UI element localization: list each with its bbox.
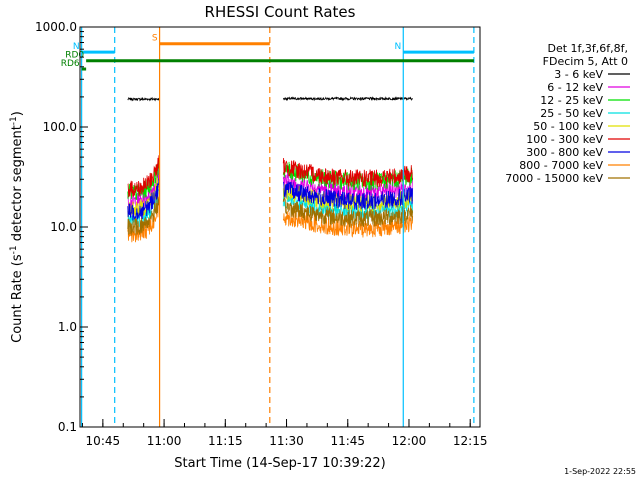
y-tick-label: 0.1 (58, 420, 77, 434)
chart-title: RHESSI Count Rates (205, 3, 356, 21)
x-axis-label: Start Time (14-Sep-17 10:39:22) (174, 456, 385, 471)
series-segment (127, 200, 160, 243)
y-axis-label-exponent: -1 (9, 116, 19, 125)
flag-label: N (395, 42, 402, 52)
y-axis: 1000.0 100.0 10.0 1.0 0.1 (35, 20, 88, 434)
legend-entry-label: 3 - 6 keV (554, 68, 603, 81)
y-axis-label: Count Rate (s-1 detector segment-1) (9, 111, 25, 343)
y-tick-label: 100.0 (43, 120, 77, 134)
series-300-800-kev (127, 178, 414, 221)
x-tick-label: 12:15 (453, 434, 488, 448)
series-100-300-kev (127, 155, 414, 198)
legend-header-line: Det 1f,3f,6f,8f, (547, 42, 628, 55)
legend-entry-label: 50 - 100 keV (533, 120, 603, 133)
legend-entry-label: 300 - 800 keV (526, 146, 603, 159)
legend-entry-label: 800 - 7000 keV (519, 159, 603, 172)
x-tick-label: 12:00 (392, 434, 427, 448)
legend-entry-label: 12 - 25 keV (540, 94, 603, 107)
series-segment (282, 96, 413, 102)
plot-area (127, 96, 414, 243)
legend-entry-label: 7000 - 15000 keV (505, 172, 603, 185)
series-segment (282, 181, 414, 210)
series-800-7000-kev (127, 200, 414, 243)
x-tick-label: 10:45 (86, 434, 121, 448)
x-axis: 10:45 11:00 11:15 11:30 11:45 12:00 12:15 (81, 419, 488, 448)
flag-label: N (73, 42, 80, 52)
series-segment (127, 96, 160, 102)
legend-entry-label: 6 - 12 keV (547, 81, 603, 94)
y-axis-label-part: detector segment (10, 125, 25, 245)
series-3-6-kev (127, 96, 413, 102)
series-segment (127, 155, 160, 198)
flag-label: S (152, 34, 158, 44)
footer-timestamp: 1-Sep-2022 22:55 (564, 467, 636, 476)
x-tick-label: 11:45 (330, 434, 365, 448)
legend-entry-label: 100 - 300 keV (526, 133, 603, 146)
x-tick-label: 11:15 (208, 434, 243, 448)
y-tick-label: 10.0 (50, 220, 77, 234)
time-markers (81, 27, 475, 427)
legend-entry-label: 25 - 50 keV (540, 107, 603, 120)
x-tick-label: 11:30 (269, 434, 304, 448)
series-7000-15000-kev (127, 190, 414, 236)
series-segment (282, 210, 414, 238)
series-segment (127, 178, 160, 221)
flag-label: RD6 (61, 59, 80, 69)
x-tick-label: 11:00 (147, 434, 182, 448)
legend-header-line: FDecim 5, Att 0 (543, 55, 628, 68)
y-axis-label-exponent: -1 (9, 245, 19, 254)
series-segment (282, 196, 414, 228)
series-segment (282, 157, 414, 188)
y-axis-label-part: ) (10, 111, 25, 116)
flag-label: RD0 (65, 51, 84, 61)
series-segment (127, 190, 160, 236)
series-segment (127, 177, 160, 218)
y-tick-label: 1000.0 (35, 20, 77, 34)
y-axis-label-part: Count Rate (s (10, 254, 25, 343)
y-tick-label: 1.0 (58, 320, 77, 334)
